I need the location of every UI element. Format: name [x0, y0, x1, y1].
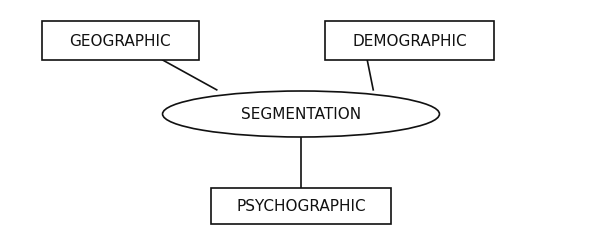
Text: GEOGRAPHIC: GEOGRAPHIC [70, 34, 171, 49]
FancyBboxPatch shape [42, 22, 199, 61]
Text: SEGMENTATION: SEGMENTATION [241, 107, 361, 122]
Text: PSYCHOGRAPHIC: PSYCHOGRAPHIC [236, 199, 366, 214]
FancyBboxPatch shape [325, 22, 494, 61]
Text: DEMOGRAPHIC: DEMOGRAPHIC [352, 34, 467, 49]
FancyBboxPatch shape [211, 188, 391, 224]
Ellipse shape [163, 92, 439, 137]
